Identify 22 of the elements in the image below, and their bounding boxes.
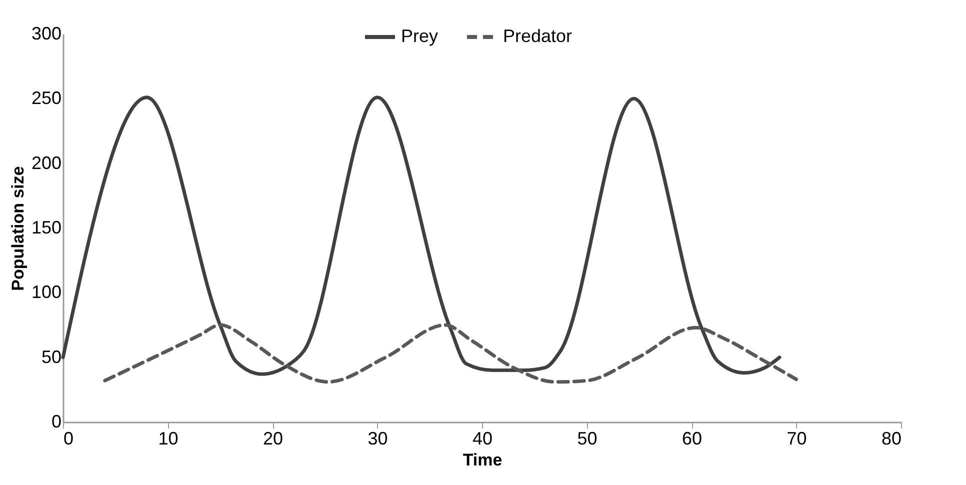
x-tick-label: 50 (577, 428, 598, 448)
line-series (61, 96, 782, 376)
x-tick-label: 70 (786, 428, 807, 448)
y-tick-label: 100 (31, 282, 62, 302)
y-tick-label: 250 (31, 88, 62, 108)
y-axis-title: Population size (8, 166, 28, 291)
x-tick-label: 40 (472, 428, 493, 448)
y-tick-label: 150 (31, 218, 62, 238)
x-tick-label: 30 (368, 428, 388, 448)
x-tick-label: 10 (158, 428, 178, 448)
x-tick-label: 80 (881, 428, 902, 448)
legend-label: Predator (503, 26, 572, 46)
y-tick-label: 200 (31, 152, 62, 173)
x-tick-label: 0 (64, 428, 74, 448)
line-series (103, 323, 798, 384)
y-tick-label: 300 (31, 24, 62, 44)
y-tick-label: 0 (51, 412, 62, 432)
x-tick-label: 20 (262, 428, 284, 448)
y-tick-label: 50 (41, 346, 62, 367)
x-tick-label: 60 (682, 428, 702, 448)
x-axis-title: Time (462, 450, 502, 470)
legend-label: Prey (401, 26, 438, 46)
